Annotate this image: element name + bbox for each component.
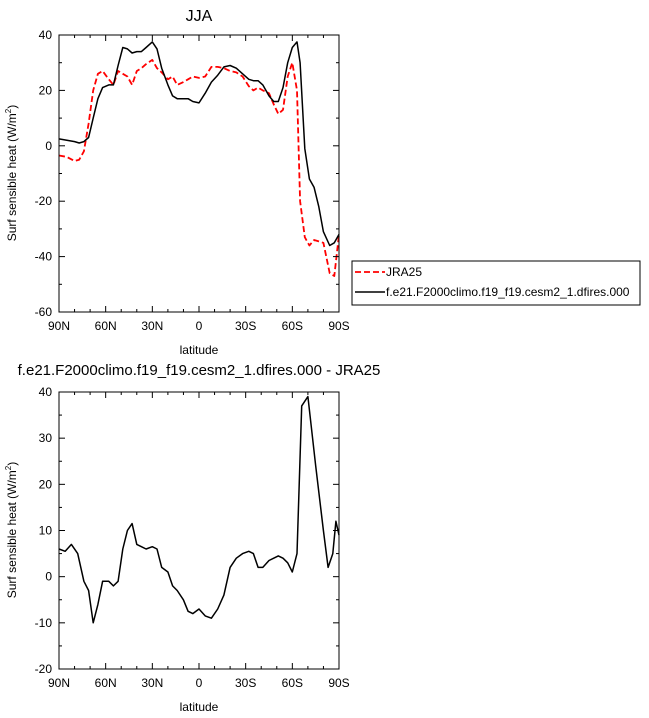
y-tick-label: -10 [35,616,53,630]
top-chart-title: JJA [186,8,213,25]
top-plot-frame [58,34,340,313]
y-tick-label: -20 [35,662,53,676]
top-x-axis-label: latitude [180,343,219,357]
bottom-panel: f.e21.F2000climo.f19_f19.cesm2_1.dfires.… [4,362,380,714]
x-tick-label: 0 [196,319,203,333]
top-series-line-1 [58,41,340,247]
bottom-y-axis-label-end: ) [5,462,19,466]
x-tick-label: 60S [282,676,303,690]
bottom-x-axis: 90N 60N 30N 0 30S 60S 90S [48,392,350,690]
legend: JRA25 f.e21.F2000climo.f19_f19.cesm2_1.d… [351,260,641,306]
x-tick-label: 90S [328,319,349,333]
y-tick-label: -40 [35,250,53,264]
y-tick-label: 0 [45,570,52,584]
x-tick-label: 30S [235,676,256,690]
top-y-axis-label-main: Surf sensible heat (W/m [5,113,19,241]
y-tick-label: 30 [39,431,53,445]
legend-box [351,260,641,306]
x-tick-label: 90N [48,676,70,690]
top-y-axis-label-end: ) [5,105,19,109]
y-tick-label: 10 [39,524,53,538]
bot-series-line-0 [58,395,340,624]
top-series-line-0 [58,59,340,277]
x-tick-label: 0 [196,676,203,690]
x-tick-label: 30N [141,319,163,333]
x-tick-label: 30S [235,319,256,333]
y-tick-label: -20 [35,194,53,208]
legend-entry-jra25: JRA25 [386,265,422,279]
bottom-y-axis-label-sup: 2 [4,465,13,470]
x-tick-label: 90N [48,319,70,333]
bottom-y-axis: 40 30 20 10 0 -10 -20 [35,385,339,676]
bottom-y-axis-label-main: Surf sensible heat (W/m [5,470,19,598]
top-panel: JJA 90N 60N 30N 0 30S 60S 90S 40 20 0 -20 -40 -60 l… [4,8,350,357]
bottom-x-axis-label: latitude [180,700,219,714]
y-tick-label: 20 [39,477,53,491]
bottom-chart-title: f.e21.F2000climo.f19_f19.cesm2_1.dfires.… [18,362,381,379]
top-y-axis-label: Surf sensible heat (W/m2) [4,105,19,242]
y-tick-label: 0 [45,139,52,153]
x-tick-label: 30N [141,676,163,690]
bottom-plot-area [58,395,340,624]
y-tick-label: 40 [39,28,53,42]
top-y-axis: 40 20 0 -20 -40 -60 [35,28,339,319]
x-tick-label: 60S [282,319,303,333]
y-tick-label: -60 [35,305,53,319]
x-tick-label: 90S [328,676,349,690]
legend-entry-model: f.e21.F2000climo.f19_f19.cesm2_1.dfires.… [386,285,630,299]
top-x-axis: 90N 60N 30N 0 30S 60S 90S [48,35,350,333]
x-tick-label: 60N [95,676,117,690]
x-tick-label: 60N [95,319,117,333]
top-y-axis-label-sup: 2 [4,108,13,113]
y-tick-label: 20 [39,83,53,97]
y-tick-label: 40 [39,385,53,399]
bottom-y-axis-label: Surf sensible heat (W/m2) [4,462,19,599]
top-plot-area [58,41,340,277]
